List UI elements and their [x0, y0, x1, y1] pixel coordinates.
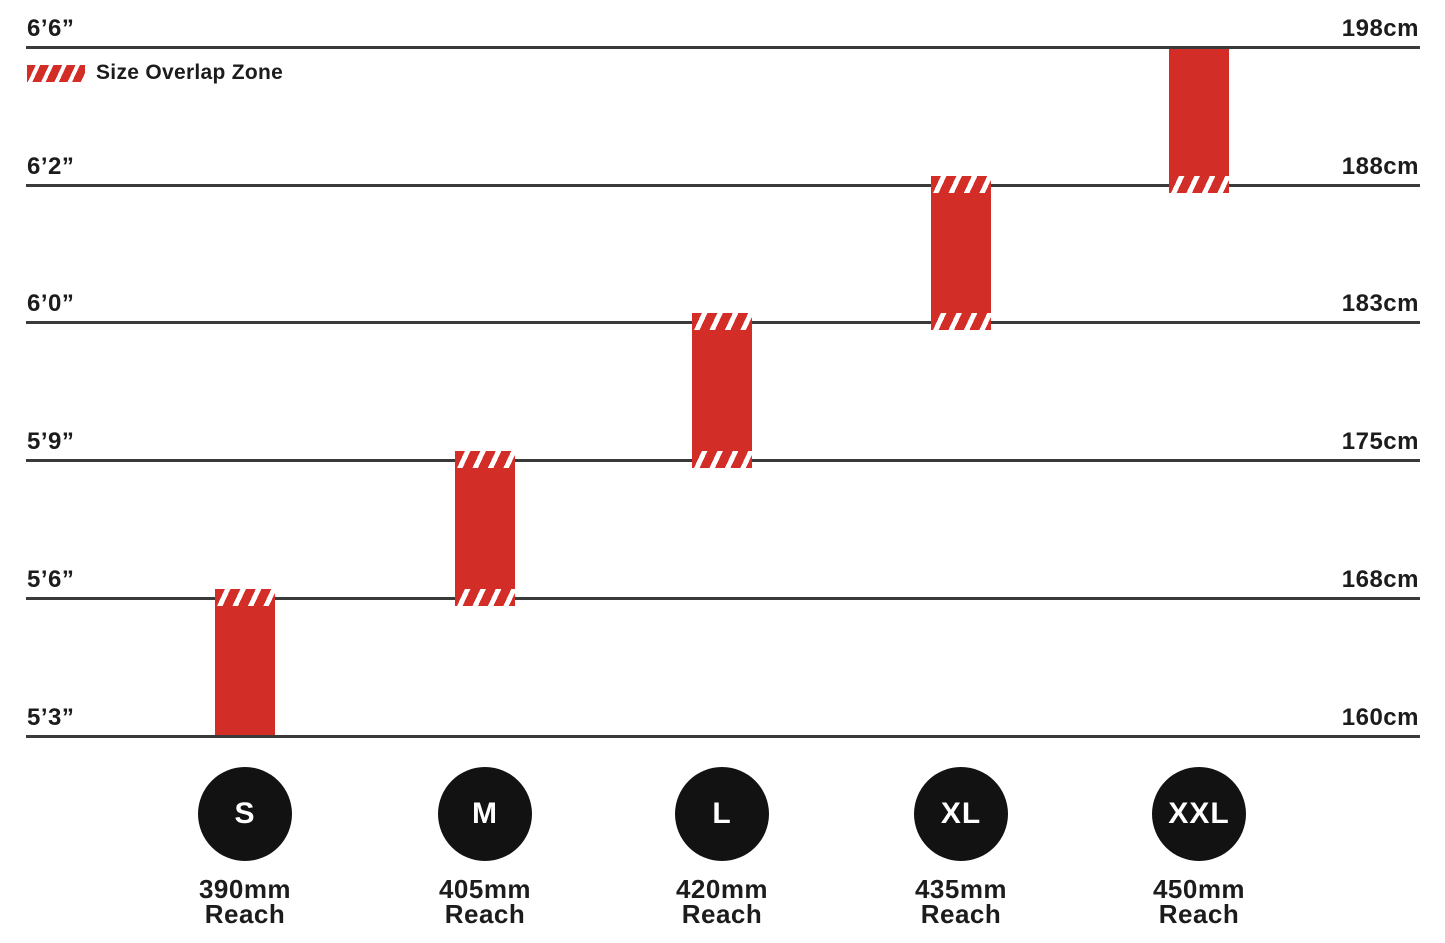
reach-label-xxl: 450mm Reach [1099, 874, 1299, 929]
reach-word: Reach [444, 899, 526, 929]
height-label-metric: 168cm [1341, 566, 1419, 593]
height-label-imperial: 5’9” [27, 428, 75, 455]
size-badge-s: S [198, 767, 292, 861]
size-badge-l: L [675, 767, 769, 861]
height-label-imperial: 5’6” [27, 566, 75, 593]
reach-label-xl: 435mm Reach [861, 874, 1061, 929]
reach-word: Reach [681, 899, 763, 929]
reach-word: Reach [204, 899, 286, 929]
size-l-overlap-zone-bottom [692, 451, 752, 468]
size-l-overlap-zone-top [692, 313, 752, 330]
size-xl-bar [931, 193, 991, 313]
size-m-bar [455, 468, 515, 589]
height-label-imperial: 5’3” [27, 704, 75, 731]
size-badge-xl: XL [914, 767, 1008, 861]
size-m-overlap-zone-bottom [455, 589, 515, 606]
size-badge-label: XL [940, 797, 982, 830]
height-label-metric: 188cm [1341, 153, 1419, 180]
reach-label-l: 420mm Reach [622, 874, 822, 929]
reach-label-s: 390mm Reach [145, 874, 345, 929]
size-badge-label: L [712, 797, 732, 830]
height-label-imperial: 6’2” [27, 153, 75, 180]
gridline-160cm [26, 735, 1420, 738]
size-badge-label: XXL [1168, 797, 1230, 830]
size-badge-xxl: XXL [1152, 767, 1246, 861]
reach-word: Reach [1158, 899, 1240, 929]
reach-value: 450mm [1152, 874, 1246, 904]
reach-value: 390mm [198, 874, 292, 904]
reach-word: Reach [920, 899, 1002, 929]
size-badge-m: M [438, 767, 532, 861]
height-label-imperial: 6’0” [27, 290, 75, 317]
size-m-overlap-zone-top [455, 451, 515, 468]
size-s-overlap-zone-top [215, 589, 275, 606]
size-xxl-bar [1169, 49, 1229, 176]
size-badge-label: S [234, 797, 256, 830]
height-label-metric: 175cm [1341, 428, 1419, 455]
height-label-metric: 183cm [1341, 290, 1419, 317]
gridline-198cm [26, 46, 1420, 49]
size-xl-overlap-zone-bottom [931, 313, 991, 330]
reach-value: 435mm [914, 874, 1008, 904]
height-label-metric: 160cm [1341, 704, 1419, 731]
overlap-hatch-icon [27, 64, 85, 82]
size-badge-label: M [472, 797, 498, 830]
size-xxl-overlap-zone-bottom [1169, 176, 1229, 193]
legend: Size Overlap Zone [27, 61, 283, 85]
gridline-188cm [26, 184, 1420, 187]
reach-value: 420mm [675, 874, 769, 904]
height-label-metric: 198cm [1341, 15, 1419, 42]
size-l-bar [692, 330, 752, 451]
size-s-bar [215, 606, 275, 735]
reach-value: 405mm [438, 874, 532, 904]
reach-label-m: 405mm Reach [385, 874, 585, 929]
legend-label: Size Overlap Zone [96, 61, 284, 84]
gridline-168cm [26, 597, 1420, 600]
height-label-imperial: 6’6” [27, 15, 75, 42]
size-xl-overlap-zone-top [931, 176, 991, 193]
